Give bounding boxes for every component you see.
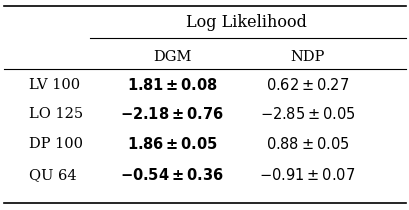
Text: LV 100: LV 100 — [29, 78, 80, 92]
Text: NDP: NDP — [290, 50, 324, 64]
Text: LO 125: LO 125 — [29, 108, 83, 121]
Text: DP 100: DP 100 — [29, 137, 83, 151]
Text: $\mathbf{-2.18 \pm 0.76}$: $\mathbf{-2.18 \pm 0.76}$ — [120, 106, 223, 122]
Text: Log Likelihood: Log Likelihood — [185, 14, 306, 30]
Text: $-0.91 \pm 0.07$: $-0.91 \pm 0.07$ — [259, 167, 355, 183]
Text: $\mathbf{-0.54 \pm 0.36}$: $\mathbf{-0.54 \pm 0.36}$ — [120, 167, 223, 183]
Text: DGM: DGM — [153, 50, 191, 64]
Text: $0.88 \pm 0.05$: $0.88 \pm 0.05$ — [265, 136, 348, 152]
Text: $-2.85 \pm 0.05$: $-2.85 \pm 0.05$ — [259, 106, 355, 122]
Text: QU 64: QU 64 — [29, 168, 76, 182]
Text: $0.62 \pm 0.27$: $0.62 \pm 0.27$ — [265, 77, 348, 93]
Text: $\mathbf{1.86 \pm 0.05}$: $\mathbf{1.86 \pm 0.05}$ — [126, 136, 217, 152]
Text: $\mathbf{1.81 \pm 0.08}$: $\mathbf{1.81 \pm 0.08}$ — [126, 77, 217, 93]
